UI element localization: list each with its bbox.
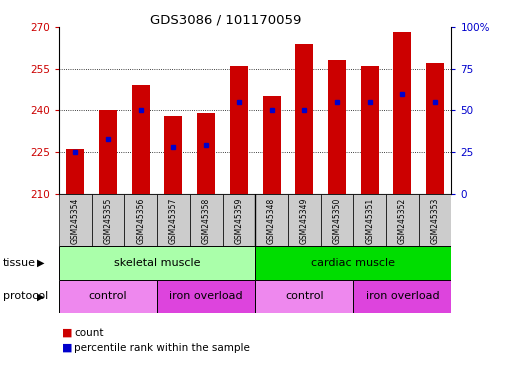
Bar <box>165 116 183 194</box>
Bar <box>353 280 451 313</box>
Bar <box>132 85 150 194</box>
Text: GDS3086 / 101170059: GDS3086 / 101170059 <box>150 13 302 26</box>
Bar <box>321 194 353 246</box>
Text: GSM245353: GSM245353 <box>430 198 440 245</box>
Bar <box>157 194 190 246</box>
Text: skeletal muscle: skeletal muscle <box>114 258 201 268</box>
Bar <box>361 66 379 194</box>
Text: GSM245349: GSM245349 <box>300 198 309 245</box>
Text: iron overload: iron overload <box>169 291 243 301</box>
Bar <box>99 111 117 194</box>
Bar <box>426 63 444 194</box>
Bar <box>255 194 288 246</box>
Bar <box>419 194 451 246</box>
Text: GSM245354: GSM245354 <box>71 198 80 245</box>
Text: control: control <box>89 291 127 301</box>
Text: GSM245350: GSM245350 <box>332 198 342 245</box>
Bar <box>328 60 346 194</box>
Text: GSM245358: GSM245358 <box>202 198 211 244</box>
Bar <box>190 194 223 246</box>
Text: cardiac muscle: cardiac muscle <box>311 258 396 268</box>
Text: protocol: protocol <box>3 291 48 301</box>
Text: tissue: tissue <box>3 258 35 268</box>
Text: GSM245352: GSM245352 <box>398 198 407 244</box>
Text: iron overload: iron overload <box>366 291 439 301</box>
Bar <box>263 96 281 194</box>
Bar <box>295 44 313 194</box>
Text: ■: ■ <box>62 328 72 338</box>
Bar <box>288 194 321 246</box>
Bar <box>386 194 419 246</box>
Bar <box>92 194 125 246</box>
Bar <box>255 246 451 280</box>
Bar <box>66 149 84 194</box>
Bar <box>59 194 92 246</box>
Text: ▶: ▶ <box>37 258 45 268</box>
Text: ■: ■ <box>62 343 72 353</box>
Bar <box>124 194 157 246</box>
Text: ▶: ▶ <box>37 291 45 301</box>
Text: percentile rank within the sample: percentile rank within the sample <box>74 343 250 353</box>
Bar <box>197 113 215 194</box>
Text: GSM245351: GSM245351 <box>365 198 374 244</box>
Text: GSM245359: GSM245359 <box>234 198 243 245</box>
Bar <box>223 194 255 246</box>
Bar <box>393 33 411 194</box>
Bar <box>353 194 386 246</box>
Bar <box>230 66 248 194</box>
Bar <box>157 280 255 313</box>
Text: count: count <box>74 328 104 338</box>
Text: control: control <box>285 291 324 301</box>
Bar <box>59 280 157 313</box>
Text: GSM245348: GSM245348 <box>267 198 276 244</box>
Text: GSM245356: GSM245356 <box>136 198 145 245</box>
Text: GSM245357: GSM245357 <box>169 198 178 245</box>
Bar <box>59 246 255 280</box>
Text: GSM245355: GSM245355 <box>104 198 112 245</box>
Bar <box>255 280 353 313</box>
